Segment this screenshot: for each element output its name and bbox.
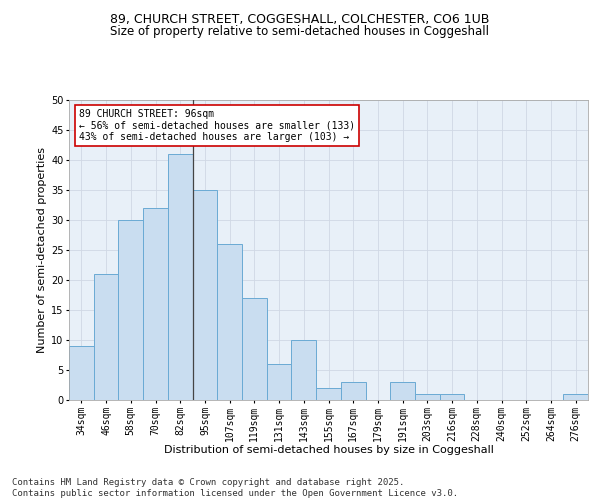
Bar bbox=[118, 220, 143, 400]
Bar bbox=[292, 340, 316, 400]
Bar bbox=[415, 394, 440, 400]
Bar bbox=[143, 208, 168, 400]
Bar bbox=[168, 154, 193, 400]
Y-axis label: Number of semi-detached properties: Number of semi-detached properties bbox=[37, 147, 47, 353]
Text: Size of property relative to semi-detached houses in Coggeshall: Size of property relative to semi-detach… bbox=[110, 25, 490, 38]
X-axis label: Distribution of semi-detached houses by size in Coggeshall: Distribution of semi-detached houses by … bbox=[164, 445, 493, 455]
Bar bbox=[69, 346, 94, 400]
Bar bbox=[390, 382, 415, 400]
Text: 89, CHURCH STREET, COGGESHALL, COLCHESTER, CO6 1UB: 89, CHURCH STREET, COGGESHALL, COLCHESTE… bbox=[110, 12, 490, 26]
Bar bbox=[267, 364, 292, 400]
Bar bbox=[316, 388, 341, 400]
Bar bbox=[341, 382, 365, 400]
Text: 89 CHURCH STREET: 96sqm
← 56% of semi-detached houses are smaller (133)
43% of s: 89 CHURCH STREET: 96sqm ← 56% of semi-de… bbox=[79, 109, 356, 142]
Bar bbox=[94, 274, 118, 400]
Bar bbox=[440, 394, 464, 400]
Bar bbox=[242, 298, 267, 400]
Bar bbox=[563, 394, 588, 400]
Text: Contains HM Land Registry data © Crown copyright and database right 2025.
Contai: Contains HM Land Registry data © Crown c… bbox=[12, 478, 458, 498]
Bar bbox=[193, 190, 217, 400]
Bar bbox=[217, 244, 242, 400]
